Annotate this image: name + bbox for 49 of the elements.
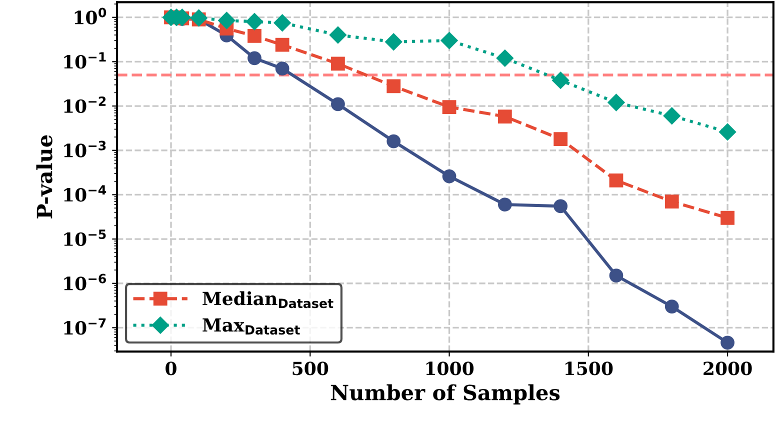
legend-label: Max$_{Dataset}$ [202,318,300,335]
y-tick-label: 10$^{−6}$ [64,274,106,290]
point [718,123,736,141]
point [275,38,290,52]
point [609,173,624,188]
point [498,110,512,124]
point [274,14,291,32]
point [663,107,680,124]
x-tick-label: 500 [292,362,328,376]
point [720,210,734,225]
point [554,199,568,214]
point [720,336,734,350]
x-tick-label: 0 [166,362,176,376]
y-tick-label: 10$^{−5}$ [64,230,106,246]
point [554,132,568,146]
y-tick-label: 10$^{−1}$ [64,52,106,69]
point [442,100,456,114]
y-tick-label: 10$^{0}$ [74,8,106,24]
y-axis-title: P-value [36,135,52,218]
point [190,9,208,26]
point [664,194,679,209]
point [275,62,290,76]
y-tick-label: 10$^{−4}$ [64,185,106,202]
point [386,79,401,94]
point [442,169,456,184]
point [331,56,345,71]
point [386,134,401,148]
point [218,12,236,30]
legend-label: Median$_{Dataset}$ [202,291,334,308]
x-tick-label: 1000 [426,362,474,376]
point [331,97,345,112]
y-tick-label: 10$^{−2}$ [64,96,106,113]
x-axis-title: Number of Samples [330,384,560,404]
point [329,26,347,44]
y-tick-label: 10$^{−3}$ [64,140,106,158]
point [496,50,514,67]
y-tick-label: 10$^{−7}$ [64,318,106,335]
point [248,29,262,43]
point [608,94,625,112]
point [440,32,458,50]
x-tick-label: 1500 [565,362,613,376]
point [246,13,264,30]
x-tick-label: 2000 [704,362,752,376]
point [248,51,262,66]
point [609,268,624,283]
point [552,72,570,89]
point [385,33,402,50]
point [664,300,679,314]
point [498,198,512,212]
